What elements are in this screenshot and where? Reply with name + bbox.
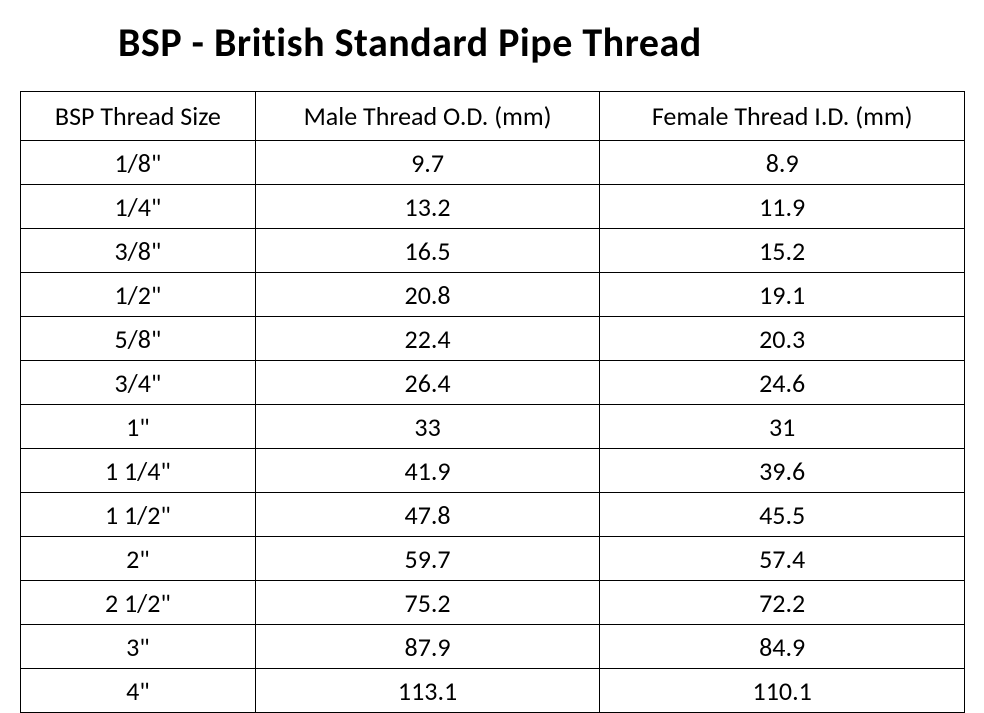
cell-male-od: 20.8	[255, 273, 600, 317]
table-header-row: BSP Thread Size Male Thread O.D. (mm) Fe…	[21, 92, 965, 141]
cell-size: 1 1/4"	[21, 449, 256, 493]
col-header-size: BSP Thread Size	[21, 92, 256, 141]
table-row: 1/8" 9.7 8.9	[21, 141, 965, 185]
page-container: BSP - British Standard Pipe Thread BSP T…	[0, 0, 984, 700]
cell-female-id: 20.3	[600, 317, 965, 361]
cell-male-od: 47.8	[255, 493, 600, 537]
cell-female-id: 8.9	[600, 141, 965, 185]
cell-male-od: 16.5	[255, 229, 600, 273]
table-row: 2 1/2" 75.2 72.2	[21, 581, 965, 625]
cell-size: 1/2"	[21, 273, 256, 317]
cell-size: 2"	[21, 537, 256, 581]
cell-male-od: 22.4	[255, 317, 600, 361]
cell-male-od: 26.4	[255, 361, 600, 405]
cell-female-id: 45.5	[600, 493, 965, 537]
cell-size: 3/8"	[21, 229, 256, 273]
cell-size: 5/8"	[21, 317, 256, 361]
cell-male-od: 75.2	[255, 581, 600, 625]
table-row: 3/4" 26.4 24.6	[21, 361, 965, 405]
cell-female-id: 110.1	[600, 669, 965, 713]
cell-female-id: 11.9	[600, 185, 965, 229]
cell-female-id: 84.9	[600, 625, 965, 669]
cell-size: 1/8"	[21, 141, 256, 185]
cell-size: 3/4"	[21, 361, 256, 405]
cell-female-id: 31	[600, 405, 965, 449]
cell-female-id: 15.2	[600, 229, 965, 273]
cell-male-od: 41.9	[255, 449, 600, 493]
cell-female-id: 24.6	[600, 361, 965, 405]
page-title: BSP - British Standard Pipe Thread	[0, 0, 984, 91]
table-row: 1 1/4" 41.9 39.6	[21, 449, 965, 493]
table-row: 1 1/2" 47.8 45.5	[21, 493, 965, 537]
table-row: 4" 113.1 110.1	[21, 669, 965, 713]
bsp-thread-table: BSP Thread Size Male Thread O.D. (mm) Fe…	[20, 91, 965, 713]
cell-male-od: 9.7	[255, 141, 600, 185]
cell-size: 2 1/2"	[21, 581, 256, 625]
table-row: 1/2" 20.8 19.1	[21, 273, 965, 317]
cell-female-id: 39.6	[600, 449, 965, 493]
cell-size: 4"	[21, 669, 256, 713]
cell-male-od: 59.7	[255, 537, 600, 581]
cell-size: 1 1/2"	[21, 493, 256, 537]
table-row: 2" 59.7 57.4	[21, 537, 965, 581]
cell-female-id: 72.2	[600, 581, 965, 625]
cell-male-od: 113.1	[255, 669, 600, 713]
cell-male-od: 33	[255, 405, 600, 449]
cell-size: 3"	[21, 625, 256, 669]
col-header-female-id: Female Thread I.D. (mm)	[600, 92, 965, 141]
cell-male-od: 13.2	[255, 185, 600, 229]
table-row: 1" 33 31	[21, 405, 965, 449]
table-row: 3" 87.9 84.9	[21, 625, 965, 669]
cell-female-id: 57.4	[600, 537, 965, 581]
table-row: 1/4" 13.2 11.9	[21, 185, 965, 229]
cell-male-od: 87.9	[255, 625, 600, 669]
cell-female-id: 19.1	[600, 273, 965, 317]
cell-size: 1/4"	[21, 185, 256, 229]
table-row: 5/8" 22.4 20.3	[21, 317, 965, 361]
table-row: 3/8" 16.5 15.2	[21, 229, 965, 273]
col-header-male-od: Male Thread O.D. (mm)	[255, 92, 600, 141]
cell-size: 1"	[21, 405, 256, 449]
